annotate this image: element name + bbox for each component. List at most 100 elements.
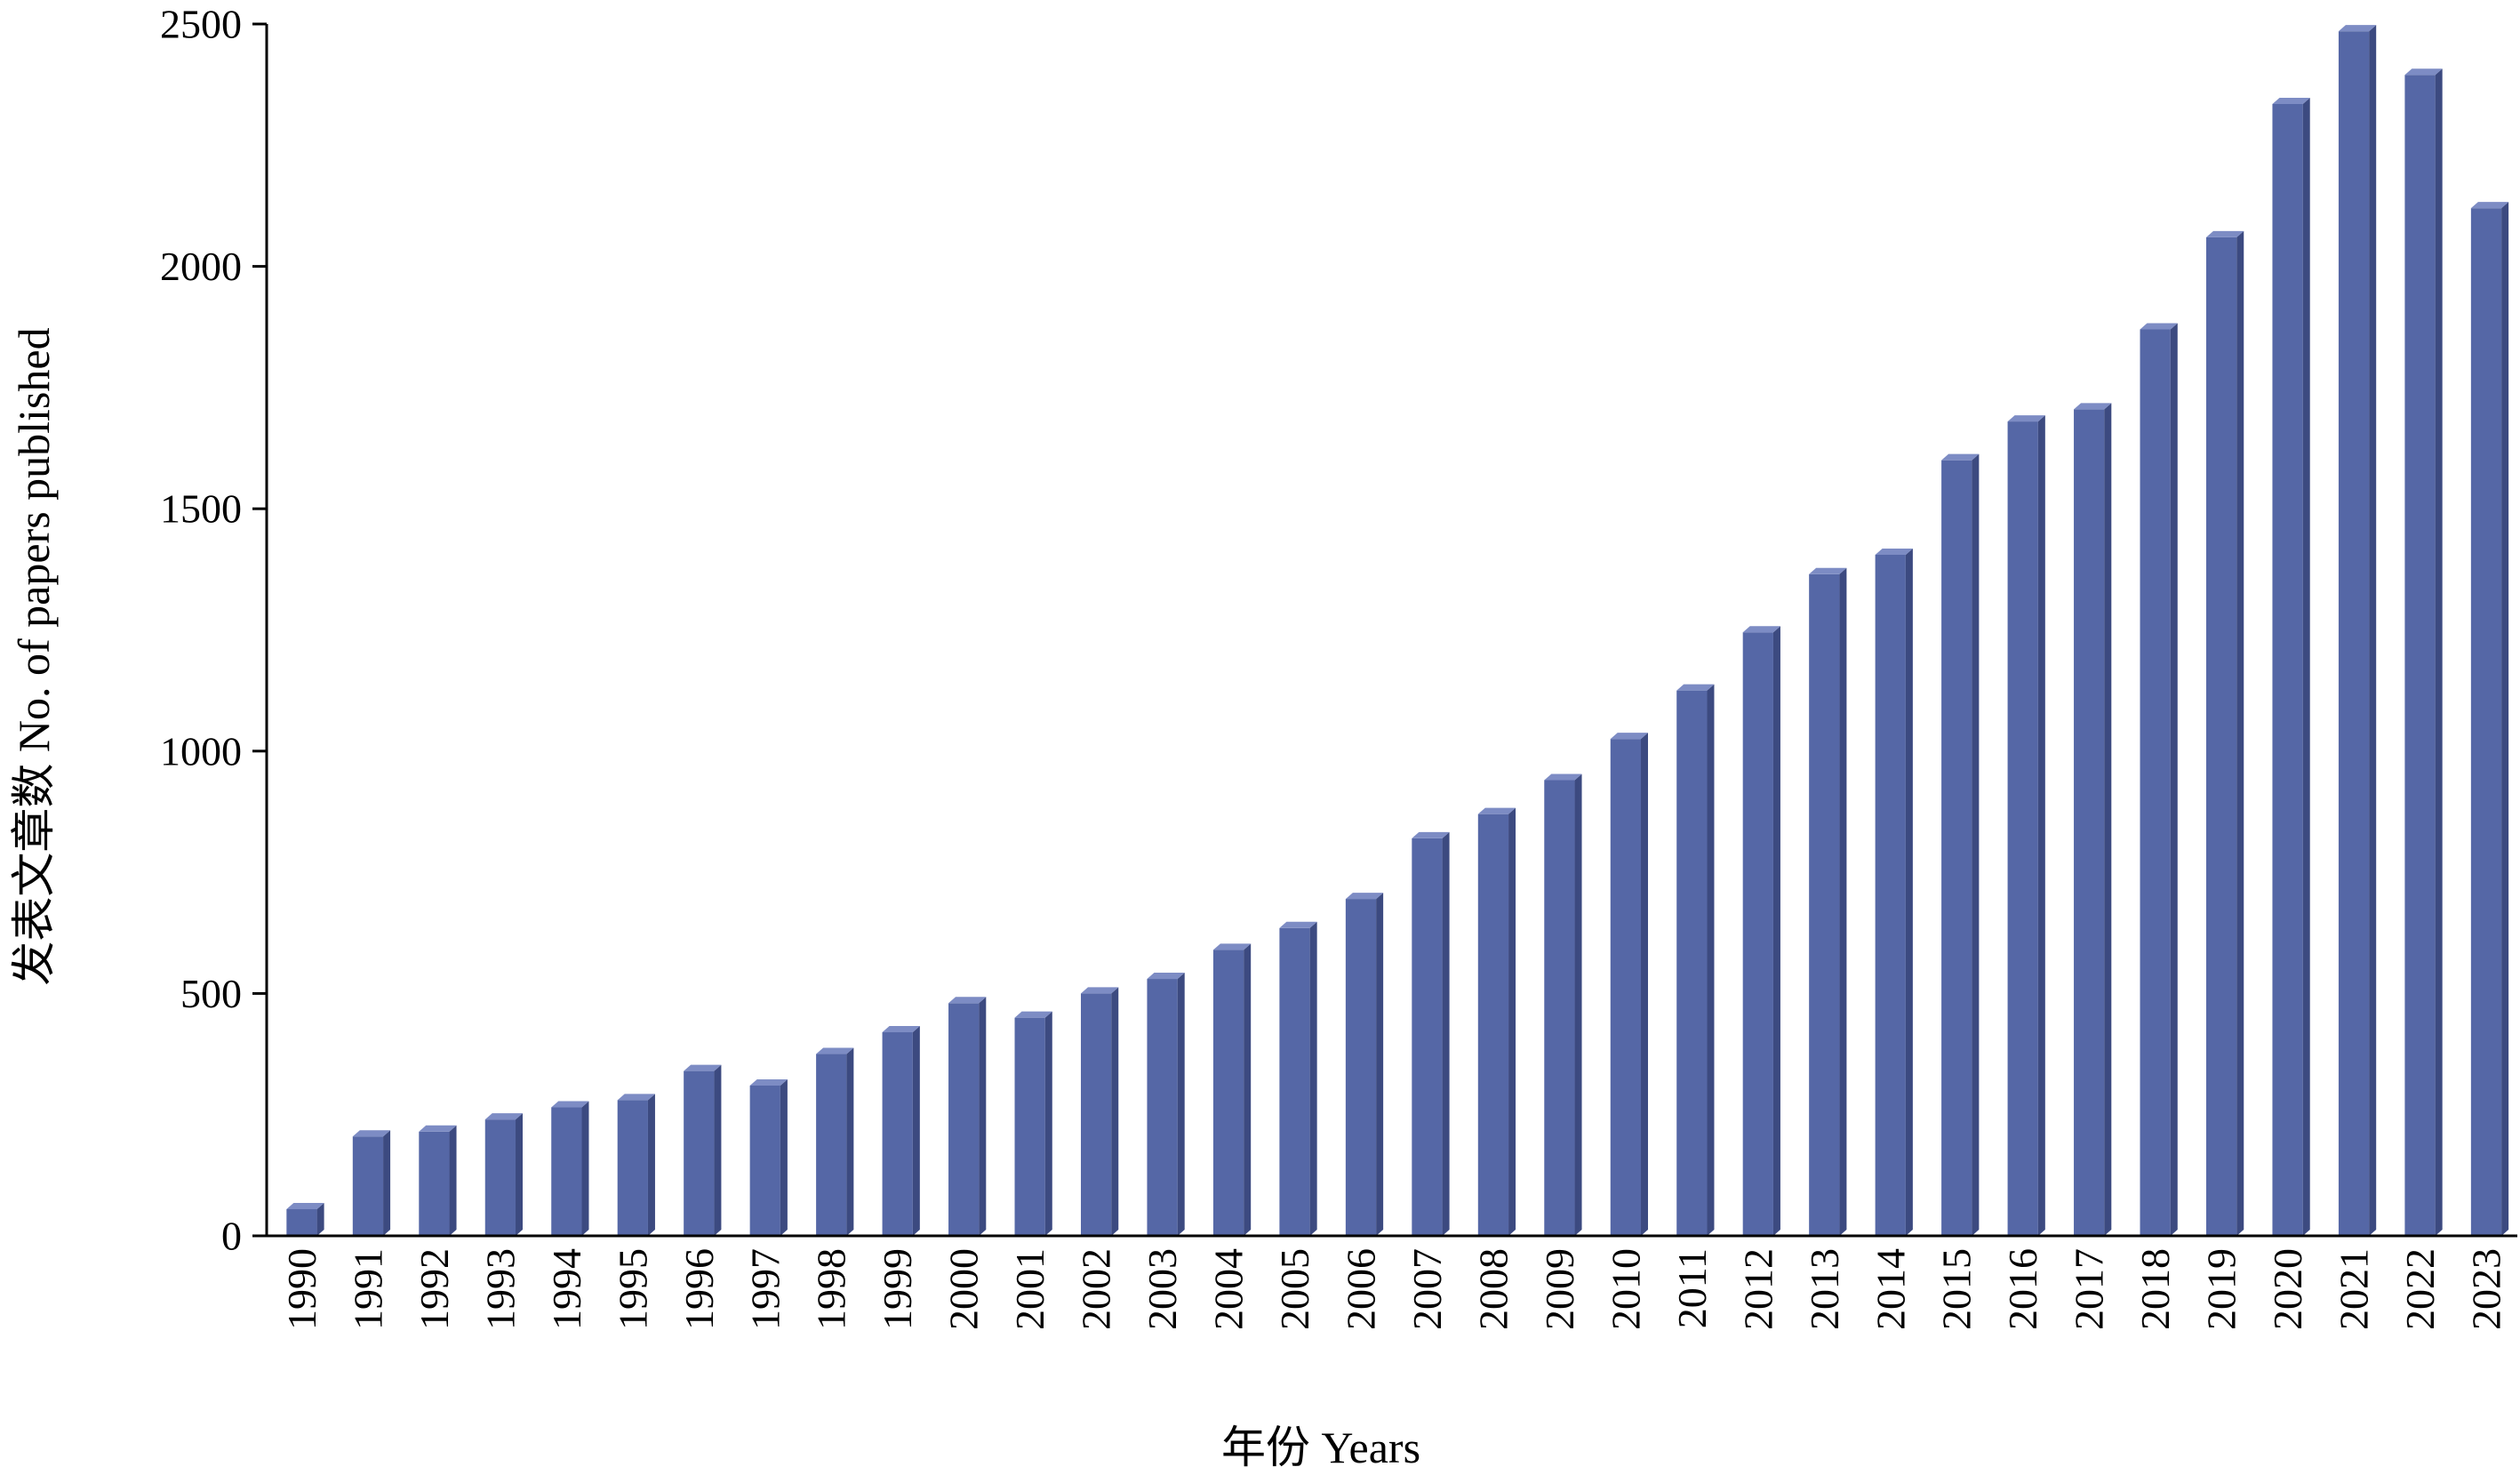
bar-front — [1875, 554, 1906, 1236]
x-tick-label: 2007 — [1404, 1248, 1450, 1330]
bar-front — [1014, 1017, 1045, 1236]
bar-side — [2302, 97, 2310, 1236]
bar — [617, 1094, 655, 1236]
bar — [2404, 68, 2443, 1237]
bar-front — [2338, 31, 2370, 1237]
bar — [1544, 774, 1582, 1236]
bar-front — [1412, 838, 1443, 1236]
bar — [484, 1113, 524, 1236]
x-tick-label: 2009 — [1537, 1248, 1582, 1330]
bar-front — [2074, 409, 2105, 1237]
x-tick-label: 1995 — [610, 1248, 655, 1330]
bar — [948, 997, 987, 1236]
x-tick-label: 2018 — [2132, 1248, 2178, 1330]
y-ticks: 0 500 1000 1500 2000 2500 — [160, 2, 267, 1259]
x-tick-label: 2002 — [1074, 1248, 1119, 1330]
bar-side — [1508, 807, 1516, 1236]
bar-front — [551, 1107, 582, 1236]
bar-side — [2170, 323, 2178, 1236]
bar-top — [1212, 943, 1252, 950]
bar-side — [2501, 202, 2509, 1236]
bar — [749, 1078, 788, 1236]
y-tick-label: 2000 — [160, 244, 242, 289]
bar-side — [1641, 733, 1649, 1236]
bar-front — [749, 1085, 780, 1236]
x-tick-label: 1994 — [544, 1248, 589, 1330]
bar-front — [948, 1003, 980, 1236]
bar-side — [449, 1125, 457, 1236]
bar-front — [1212, 950, 1244, 1236]
bar-side — [2369, 25, 2377, 1237]
bar-top — [1477, 807, 1516, 814]
bar-top — [286, 1203, 324, 1210]
axes-layer — [265, 24, 2517, 1238]
bar-side — [1442, 831, 1450, 1236]
bar-side — [516, 1113, 524, 1236]
bar — [1742, 626, 1780, 1236]
bar — [286, 1203, 324, 1236]
y-tick-label: 1000 — [160, 728, 242, 774]
bar-front — [2470, 208, 2502, 1236]
bar — [1080, 987, 1119, 1236]
bar-side — [1574, 774, 1582, 1236]
bar-top — [1412, 831, 1450, 838]
x-tick-label: 1997 — [742, 1248, 788, 1330]
bar — [2074, 403, 2112, 1237]
bar-top — [1809, 567, 1847, 574]
bar — [1345, 893, 1384, 1236]
bar-side — [1177, 973, 1185, 1236]
bar — [882, 1026, 920, 1236]
bar-side — [2104, 403, 2112, 1237]
bar-side — [1905, 548, 1913, 1236]
bar — [2007, 415, 2045, 1237]
bar-front — [484, 1119, 516, 1236]
x-tick-label: 2003 — [1140, 1248, 1185, 1330]
bar-side — [714, 1064, 722, 1236]
y-tick-label: 2500 — [160, 2, 242, 47]
x-tick-label: 2022 — [2397, 1248, 2443, 1330]
bar-top — [1875, 548, 1913, 555]
bar-top — [2140, 323, 2178, 330]
x-tick-label: 2001 — [1007, 1248, 1052, 1330]
bar — [2272, 97, 2310, 1236]
bar-side — [979, 997, 987, 1236]
bar-top — [2007, 415, 2045, 422]
bar — [2205, 230, 2244, 1237]
x-tick-label: 2011 — [1669, 1248, 1715, 1328]
bar-side — [2435, 68, 2443, 1237]
bar-top — [2272, 97, 2310, 104]
bar-front — [1941, 460, 1972, 1236]
bar-front — [882, 1032, 913, 1236]
bar-side — [1044, 1011, 1052, 1236]
bar-front — [2007, 421, 2038, 1237]
bar-top — [1345, 893, 1384, 900]
bar-top — [1676, 684, 1715, 691]
bar-top — [882, 1026, 920, 1033]
bar-top — [684, 1064, 722, 1071]
bar-front — [419, 1131, 450, 1236]
y-tick-label: 1500 — [160, 486, 242, 532]
bar-top — [1080, 987, 1119, 994]
x-tick-label: 1990 — [279, 1248, 324, 1330]
x-ticks: 1990 1991 1992 1993 1994 1995 1996 1997 1998 1999… — [279, 1248, 2509, 1330]
bar-side — [912, 1026, 920, 1236]
bar-side — [581, 1101, 589, 1236]
x-tick-label: 2014 — [1868, 1248, 1913, 1330]
bar — [684, 1064, 722, 1236]
bar — [1014, 1011, 1052, 1236]
bar-front — [684, 1070, 715, 1236]
bar-top — [2470, 202, 2509, 209]
x-tick-label: 2013 — [1802, 1248, 1847, 1330]
bar-front — [286, 1209, 317, 1236]
bar-side — [1376, 893, 1384, 1236]
x-tick-label: 2023 — [2463, 1248, 2508, 1330]
bar-front — [1742, 632, 1773, 1236]
bar-side — [1707, 684, 1715, 1236]
bar-side — [1772, 626, 1780, 1236]
x-tick-label: 2004 — [1206, 1248, 1252, 1330]
bar — [1477, 807, 1516, 1236]
x-tick-label: 2012 — [1735, 1248, 1780, 1330]
bar-top — [2338, 25, 2377, 32]
bar-top — [484, 1113, 524, 1120]
